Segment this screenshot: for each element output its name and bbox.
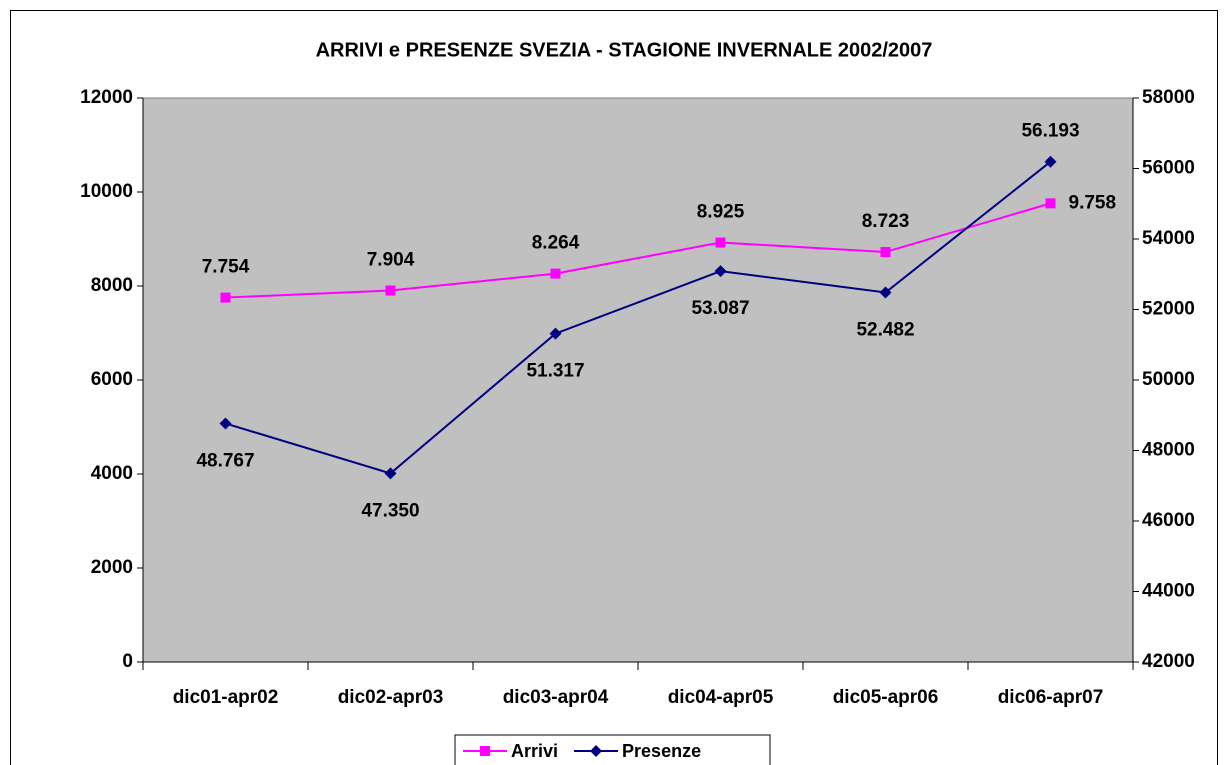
- data-label: 8.264: [532, 233, 580, 254]
- line: [225, 202, 1051, 299]
- x-tick-label: dic02-apr03: [338, 687, 444, 708]
- y-tick-label: 6000: [91, 369, 133, 390]
- data-label: 47.350: [361, 500, 419, 521]
- marker: [879, 286, 892, 299]
- marker: [715, 237, 726, 248]
- data-label: 9.758: [1069, 192, 1117, 213]
- marker: [714, 265, 727, 278]
- marker: [550, 268, 561, 279]
- marker: [480, 746, 490, 756]
- data-label: 53.087: [691, 298, 749, 319]
- y2-tick-label: 56000: [1142, 158, 1195, 179]
- y2-tick-label: 44000: [1142, 581, 1195, 602]
- data-label: 7.754: [202, 257, 250, 278]
- data-label: 51.317: [526, 361, 584, 382]
- x-tick-label: dic01-apr02: [173, 687, 279, 708]
- y2-tick-label: 54000: [1142, 228, 1195, 249]
- y-tick-label: 12000: [80, 87, 133, 108]
- data-label: 8.723: [862, 211, 910, 232]
- x-tick-label: dic05-apr06: [833, 687, 939, 708]
- y2-tick-label: 42000: [1142, 651, 1195, 672]
- y-tick-label: 10000: [80, 181, 133, 202]
- data-label: 8.925: [697, 202, 745, 223]
- y-tick-label: 2000: [91, 557, 133, 578]
- y2-tick-label: 58000: [1142, 87, 1195, 108]
- marker: [1044, 155, 1057, 168]
- data-label: 52.482: [856, 320, 914, 341]
- chart-title: ARRIVI e PRESENZE SVEZIA - STAGIONE INVE…: [316, 39, 933, 61]
- legend-label: Presenze: [622, 741, 701, 761]
- marker: [880, 247, 891, 258]
- data-label: 7.904: [367, 250, 415, 271]
- marker: [590, 745, 603, 757]
- y2-tick-label: 52000: [1142, 299, 1195, 320]
- y-tick-label: 0: [122, 651, 133, 672]
- y-tick-label: 8000: [91, 275, 133, 296]
- x-tick-label: dic06-apr07: [998, 687, 1104, 708]
- data-label: 48.767: [196, 450, 254, 471]
- marker: [219, 417, 232, 430]
- x-tick-label: dic04-apr05: [668, 687, 774, 708]
- marker: [1045, 198, 1056, 209]
- marker: [549, 327, 562, 340]
- marker: [384, 467, 397, 480]
- y-tick-label: 4000: [91, 463, 133, 484]
- legend-label: Arrivi: [511, 741, 558, 761]
- marker: [220, 292, 231, 303]
- plot-area: [142, 97, 1134, 663]
- marker: [385, 285, 396, 296]
- line: [225, 160, 1052, 475]
- y2-tick-label: 48000: [1142, 440, 1195, 461]
- y2-tick-label: 46000: [1142, 510, 1195, 531]
- data-label: 56.193: [1021, 121, 1079, 142]
- x-tick-label: dic03-apr04: [503, 687, 609, 708]
- y2-tick-label: 50000: [1142, 369, 1195, 390]
